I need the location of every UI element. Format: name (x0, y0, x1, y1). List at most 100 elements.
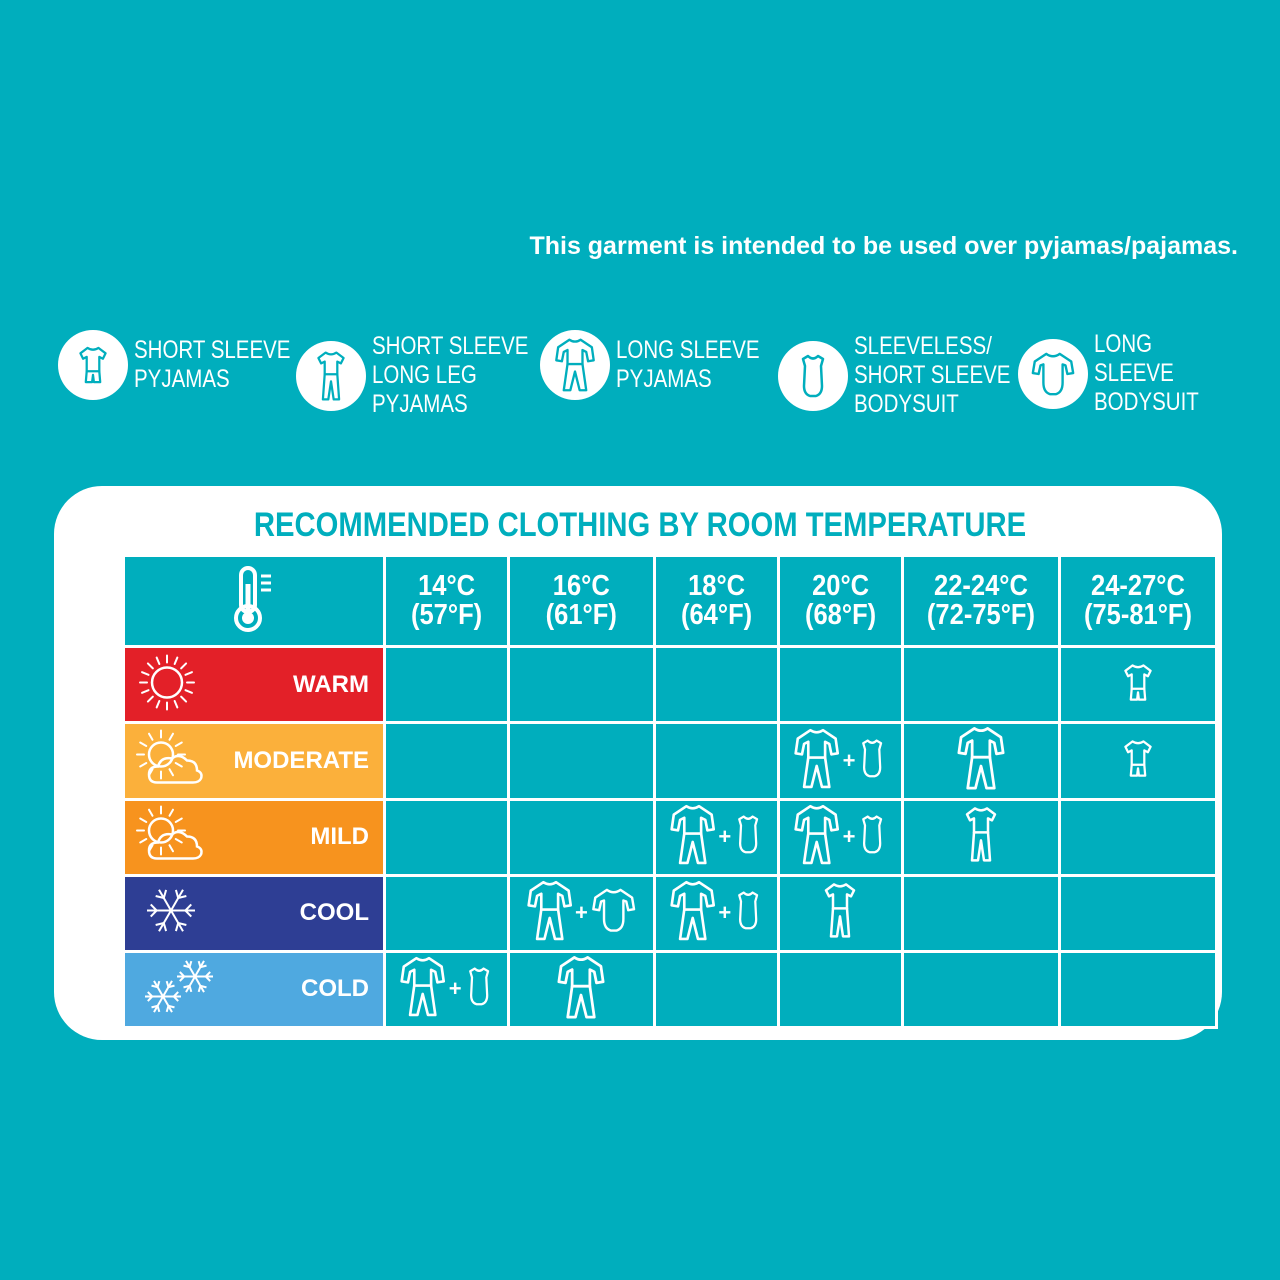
cell (901, 645, 1062, 724)
legend-item-long-sleeve-bodysuit: LONG SLEEVE BODYSUIT (1018, 330, 1238, 417)
row-moderate: MODERATE + (122, 721, 1218, 801)
cell (1058, 873, 1218, 953)
garment-combo (904, 724, 1058, 798)
short-sleeve-pyjamas-icon (1120, 658, 1156, 712)
long-sleeve-bodysuit-icon (589, 886, 638, 939)
garment-combo (510, 953, 653, 1027)
cell: + (776, 721, 905, 801)
plus-sign: + (448, 976, 462, 1002)
short-sleeve-long-leg-pyjamas-icon (961, 804, 1001, 870)
cell (382, 645, 511, 724)
temp-header-16: 16°C (61°F) (507, 554, 656, 648)
snowflake-icon (135, 877, 205, 950)
cell (901, 721, 1062, 801)
legend-label: SHORT SLEEVE LONG LEG PYJAMAS (372, 332, 529, 418)
legend-label: SHORT SLEEVE PYJAMAS (134, 336, 291, 393)
cell (1058, 645, 1218, 724)
garment-combo: + (780, 802, 901, 872)
sleeveless-bodysuit-icon (856, 813, 888, 861)
cell (507, 797, 656, 877)
temp-header-20: 20°C (68°F) (776, 554, 905, 648)
long-sleeve-bodysuit-icon (1018, 338, 1088, 409)
cell (507, 721, 656, 801)
cell (507, 949, 656, 1030)
cell (776, 873, 905, 953)
long-sleeve-pyjamas-icon (792, 802, 841, 872)
short-sleeve-long-leg-pyjamas-icon (296, 340, 366, 411)
snowflakes-icon (135, 953, 225, 1026)
long-sleeve-pyjamas-icon (525, 878, 574, 948)
plus-sign: + (718, 824, 732, 850)
thermometer-cell (122, 554, 386, 648)
cell (382, 721, 511, 801)
cell: + (776, 797, 905, 877)
legend-label: LONG SLEEVE BODYSUIT (1094, 330, 1199, 416)
cell (652, 721, 780, 801)
row-cold: COLD + (122, 949, 1218, 1030)
garment-combo: + (656, 878, 777, 948)
temp-header-14: 14°C (57°F) (382, 554, 511, 648)
plus-sign: + (575, 900, 588, 926)
sleeveless-bodysuit-icon (856, 737, 888, 785)
sun-icon (135, 648, 205, 721)
garment-note: This garment is intended to be used over… (529, 232, 1238, 260)
cell: + (652, 873, 780, 953)
thermometer-icon (229, 565, 279, 638)
row-cool: COOL + + (122, 873, 1218, 953)
long-sleeve-pyjamas-icon (955, 724, 1007, 798)
short-sleeve-pyjamas-icon (58, 330, 128, 400)
long-sleeve-pyjamas-icon (398, 954, 447, 1024)
condition-mild: MILD (122, 797, 386, 877)
temp-header-24-27: 24-27°C (75-81°F) (1058, 554, 1218, 648)
garment-combo (1061, 658, 1215, 712)
garment-combo (1061, 734, 1215, 788)
card-title: RECOMMENDED CLOTHING BY ROOM TEMPERATURE (253, 506, 1027, 544)
garment-combo: + (780, 726, 901, 796)
garment-combo (780, 880, 901, 946)
cell (901, 797, 1062, 877)
condition-cold: COLD (122, 949, 386, 1030)
sleeveless-bodysuit-icon (732, 889, 764, 937)
cell (1058, 797, 1218, 877)
cell (652, 645, 780, 724)
cell: + (652, 797, 780, 877)
legend-item-short-sleeve-pyjamas: SHORT SLEEVE PYJAMAS (58, 330, 325, 400)
row-mild: MILD + + (122, 797, 1218, 877)
garment-legend: SHORT SLEEVE PYJAMAS SHORT SLEEVE LONG L… (58, 330, 1238, 430)
short-sleeve-long-leg-pyjamas-icon (820, 880, 860, 946)
legend-item-long-sleeve-pyjamas: LONG SLEEVE PYJAMAS (540, 330, 791, 400)
sun-cloud-icon (135, 801, 215, 874)
clothing-table: 14°C (57°F) 16°C (61°F) 18°C (64°F) 20°C (68… (122, 554, 1218, 1030)
cell (382, 797, 511, 877)
garment-combo: + (510, 878, 653, 948)
header-row: 14°C (57°F) 16°C (61°F) 18°C (64°F) 20°C (68… (122, 554, 1218, 648)
long-sleeve-pyjamas-icon (555, 953, 607, 1027)
temp-header-18: 18°C (64°F) (652, 554, 780, 648)
cell (1058, 721, 1218, 801)
condition-cool: COOL (122, 873, 386, 953)
cell (901, 873, 1062, 953)
garment-combo: + (386, 954, 507, 1024)
long-sleeve-pyjamas-icon (668, 802, 717, 872)
cell (382, 873, 511, 953)
cell (652, 949, 780, 1030)
long-sleeve-pyjamas-icon (668, 878, 717, 948)
plus-sign: + (718, 900, 732, 926)
cell (901, 949, 1062, 1030)
long-sleeve-pyjamas-icon (792, 726, 841, 796)
cell (1058, 949, 1218, 1030)
sun-cloud-icon (135, 724, 215, 797)
cell (776, 645, 905, 724)
condition-moderate: MODERATE (122, 721, 386, 801)
temp-header-22-24: 22-24°C (72-75°F) (901, 554, 1062, 648)
legend-item-sleeveless-bodysuit: SLEEVELESS/ SHORT SLEEVE BODYSUIT (778, 332, 1045, 419)
legend-item-short-sleeve-long-leg-pyjamas: SHORT SLEEVE LONG LEG PYJAMAS (296, 332, 563, 419)
sleeveless-bodysuit-icon (463, 965, 495, 1013)
short-sleeve-pyjamas-icon (1120, 734, 1156, 788)
cell: + (382, 949, 511, 1030)
plus-sign: + (842, 747, 856, 773)
cell: + (507, 873, 656, 953)
garment-combo (904, 804, 1058, 870)
plus-sign: + (842, 824, 856, 850)
long-sleeve-pyjamas-icon (540, 330, 610, 400)
